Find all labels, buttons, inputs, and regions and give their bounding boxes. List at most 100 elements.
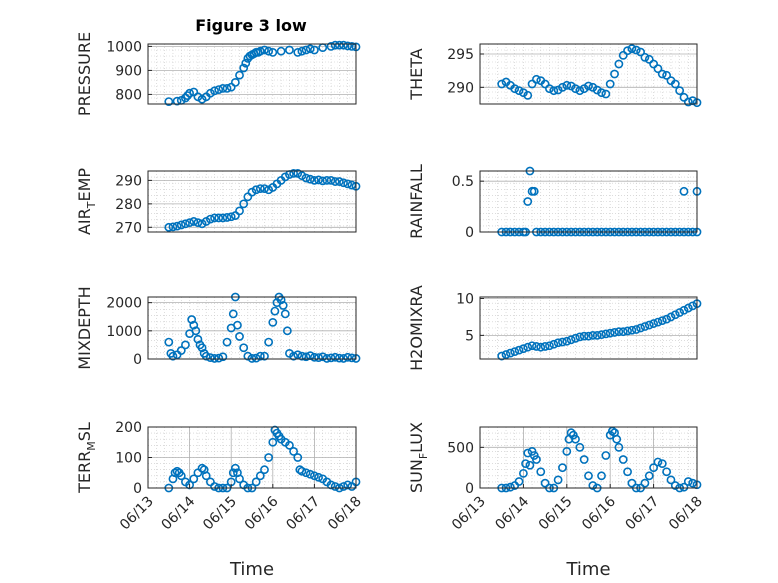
data-point (588, 82, 598, 92)
data-point (627, 325, 637, 335)
data-point (562, 80, 572, 90)
data-point (164, 337, 174, 347)
data-point (339, 354, 348, 363)
data-point (347, 353, 357, 363)
data-point (631, 325, 641, 334)
data-point (235, 332, 244, 341)
mixdepth-panel: 0 1000 2000 MIXDEPTH (75, 286, 361, 370)
data-point (260, 465, 269, 475)
data-point (670, 79, 680, 89)
data-point (571, 434, 580, 444)
y-tick-label: 0 (133, 481, 142, 497)
data-point (205, 477, 215, 487)
data-point (226, 212, 236, 222)
x-tick-label: 06/17 (283, 494, 323, 534)
x-tick-label: 06/15 (536, 494, 576, 534)
x-tick-label: 06/18 (325, 494, 365, 534)
data-point (260, 351, 269, 361)
axes-box (147, 43, 357, 105)
data-point (670, 481, 680, 490)
grid-lines (148, 297, 356, 360)
data-point (683, 477, 693, 486)
data-point (662, 467, 672, 477)
data-point (657, 459, 667, 468)
data-series (164, 40, 361, 106)
data-point (532, 74, 541, 84)
data-point (297, 351, 307, 361)
data-point (314, 175, 323, 185)
data-point (293, 350, 303, 360)
data-point (571, 333, 580, 343)
data-point (268, 437, 278, 447)
y-axis-label-main: RAINFALL (407, 164, 426, 239)
data-point (176, 346, 186, 355)
data-point (532, 455, 541, 464)
y-tick-label: 200 (115, 420, 142, 436)
x-tick-label: 06/16 (242, 493, 282, 533)
x-tick-label: 06/14 (492, 493, 532, 533)
y-axis-label-tail: LUX (407, 422, 426, 453)
data-point (636, 47, 645, 57)
data-point (172, 96, 182, 106)
data-point (514, 86, 524, 96)
data-point (527, 79, 537, 89)
data-point (540, 342, 550, 351)
data-point (592, 330, 602, 340)
data-point (218, 213, 228, 223)
figure-title: Figure 3 low (195, 16, 307, 35)
data-point (276, 295, 286, 305)
data-point (289, 351, 298, 361)
data-point (330, 482, 340, 491)
data-point (301, 468, 311, 478)
x-tick-label: 06/18 (666, 494, 706, 534)
data-point (688, 478, 698, 488)
data-point (289, 446, 298, 456)
data-point (297, 46, 307, 56)
data-point (653, 457, 663, 467)
data-point (575, 442, 585, 452)
data-point (255, 351, 265, 361)
data-point (575, 332, 585, 342)
data-point (688, 301, 698, 311)
y-tick-label: 100 (115, 451, 142, 467)
data-point (251, 477, 261, 487)
data-point (260, 45, 269, 55)
y-tick-label: 0 (465, 481, 474, 497)
data-point (623, 467, 632, 477)
data-point (301, 173, 311, 183)
y-axis-label-main: SUN (407, 459, 426, 493)
data-point (239, 343, 249, 353)
data-point (185, 88, 194, 98)
data-point (305, 469, 315, 479)
data-point (176, 471, 186, 481)
data-point (679, 305, 689, 315)
data-point (301, 45, 311, 55)
data-point (334, 40, 344, 50)
data-point (243, 192, 253, 202)
y-tick-label: 290 (447, 80, 474, 96)
data-point (343, 179, 353, 189)
grid-lines (480, 44, 697, 104)
data-point (339, 40, 348, 50)
data-point (597, 330, 606, 340)
data-point (631, 45, 641, 55)
axes-box (479, 296, 698, 360)
h2omixra-panel: 5 10 H2OMIXRA (407, 285, 702, 371)
data-point (280, 309, 290, 319)
y-tick-label: 2000 (106, 296, 142, 312)
data-point (553, 338, 563, 348)
y-axis-label-main: H2OMIXRA (407, 285, 426, 371)
data-point (164, 97, 174, 106)
data-point (193, 334, 203, 344)
axes-box (147, 170, 357, 233)
y-axis-label-main: THETA (407, 48, 426, 100)
data-point (347, 180, 357, 190)
data-point (334, 177, 344, 186)
y-tick-label: 800 (115, 87, 142, 103)
data-point (662, 70, 672, 80)
data-point (235, 206, 244, 216)
data-point (347, 42, 357, 51)
x-tick-label: 06/16 (579, 493, 619, 533)
y-tick-label: 280 (115, 197, 142, 213)
